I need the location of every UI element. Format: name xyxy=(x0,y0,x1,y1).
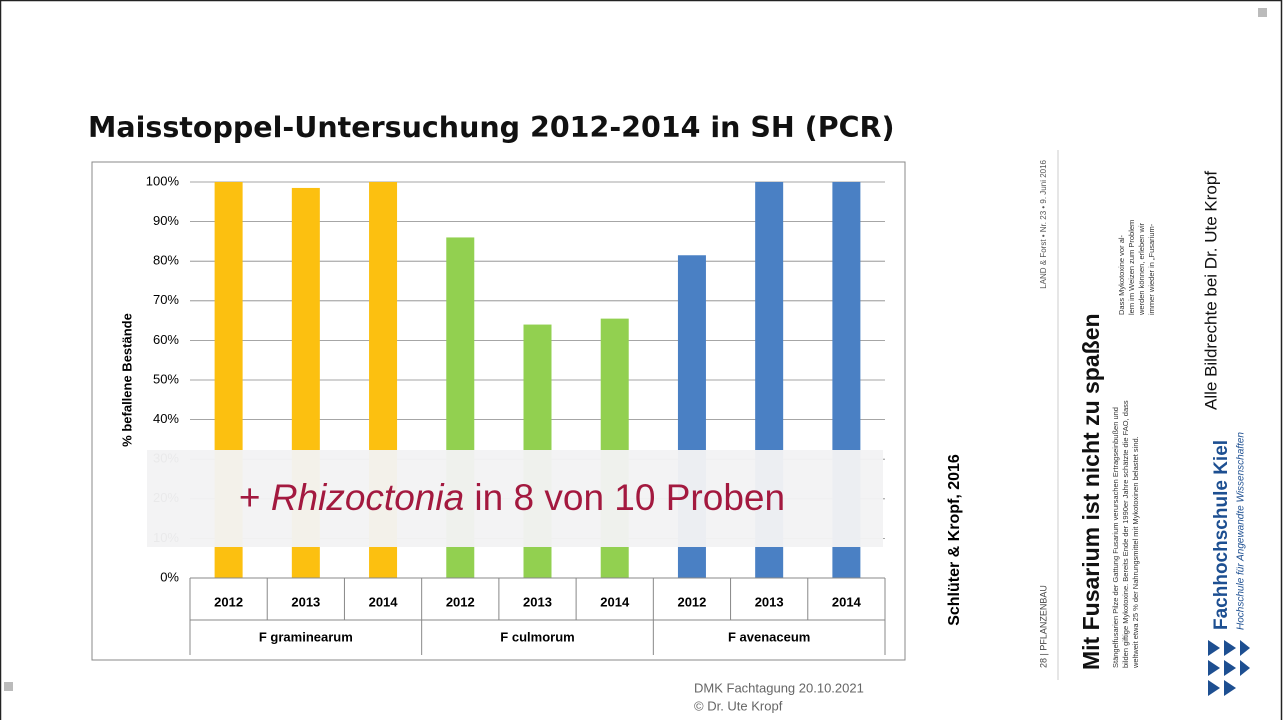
logo-name: Fachhochschule Kiel xyxy=(1211,440,1232,630)
x-tick-label: 2012 xyxy=(677,594,706,609)
corner-square xyxy=(4,682,13,691)
x-tick-label: 2013 xyxy=(291,594,320,609)
clipping-body: lem im Weizen zum Problem xyxy=(1127,220,1136,315)
plot: 0%10%20%30%40%50%60%70%80%90%100%2012201… xyxy=(146,173,886,655)
y-tick-label: 70% xyxy=(153,292,179,307)
y-tick-label: 60% xyxy=(153,332,179,347)
x-tick-label: 2012 xyxy=(446,594,475,609)
y-tick-label: 0% xyxy=(160,569,179,584)
x-tick-label: 2013 xyxy=(523,594,552,609)
y-tick-label: 90% xyxy=(153,213,179,228)
annotation: + Rhizoctonia in 8 von 10 Proben xyxy=(239,477,785,518)
group-label: F avenaceum xyxy=(728,629,810,644)
clipping xyxy=(1030,150,1178,690)
clipping-lead: weltweit etwa 25 % der Nahrungsmittel mi… xyxy=(1131,436,1140,669)
y-tick-label: 40% xyxy=(153,411,179,426)
source: Schlüter & Kropf, 2016 xyxy=(946,454,963,626)
y-axis-label: % befallene Bestände xyxy=(119,313,134,447)
slide-title: Maisstoppel-Untersuchung 2012-2014 in SH… xyxy=(88,111,894,144)
clipping-text: Stängelfusarien Pilze der Gattung Fusari… xyxy=(1111,220,1156,669)
annotation-part: in 8 von 10 Proben xyxy=(464,477,785,518)
y-tick-label: 80% xyxy=(153,253,179,268)
clipping-body: werden können, erleben wir xyxy=(1137,222,1146,316)
footer: © Dr. Ute Kropf xyxy=(694,698,783,713)
group-label: F culmorum xyxy=(500,629,574,644)
clipping-header: LAND & Forst • Nr. 23 • 9. Juni 2016 xyxy=(1039,159,1048,288)
clipping-body: immer wieder in „Fusarium- xyxy=(1147,223,1156,315)
x-tick-label: 2014 xyxy=(369,594,399,609)
x-tick-label: 2014 xyxy=(600,594,630,609)
clipping-lead: bilden giftige Mykotoxine. Bereits Ende … xyxy=(1121,400,1130,668)
x-tick-label: 2012 xyxy=(214,594,243,609)
footer: DMK Fachtagung 20.10.2021 xyxy=(694,680,864,695)
rights: Alle Bildrechte bei Dr. Ute Kropf xyxy=(1201,171,1220,410)
logo-subtitle: Hochschule für Angewandte Wissenschaften xyxy=(1236,432,1247,630)
annotation-part: + xyxy=(239,477,271,518)
logo-icon xyxy=(1208,640,1250,696)
y-tick-label: 50% xyxy=(153,371,179,386)
clipping-headline: Mit Fusarium ist nicht zu spaßen xyxy=(1078,313,1104,670)
y-tick-label: 100% xyxy=(146,173,180,188)
annotation-box xyxy=(147,450,883,547)
annotation-part: Rhizoctonia xyxy=(271,477,464,518)
clipping-section: 28 | PFLANZENBAU xyxy=(1038,585,1048,668)
x-tick-label: 2014 xyxy=(832,594,862,609)
group-label: F graminearum xyxy=(259,629,353,644)
corner-square xyxy=(1258,8,1267,17)
x-tick-label: 2013 xyxy=(755,594,784,609)
clipping-lead: Stängelfusarien Pilze der Gattung Fusari… xyxy=(1111,407,1120,668)
clipping-body: Dass Mykotoxine vor al- xyxy=(1117,234,1126,315)
